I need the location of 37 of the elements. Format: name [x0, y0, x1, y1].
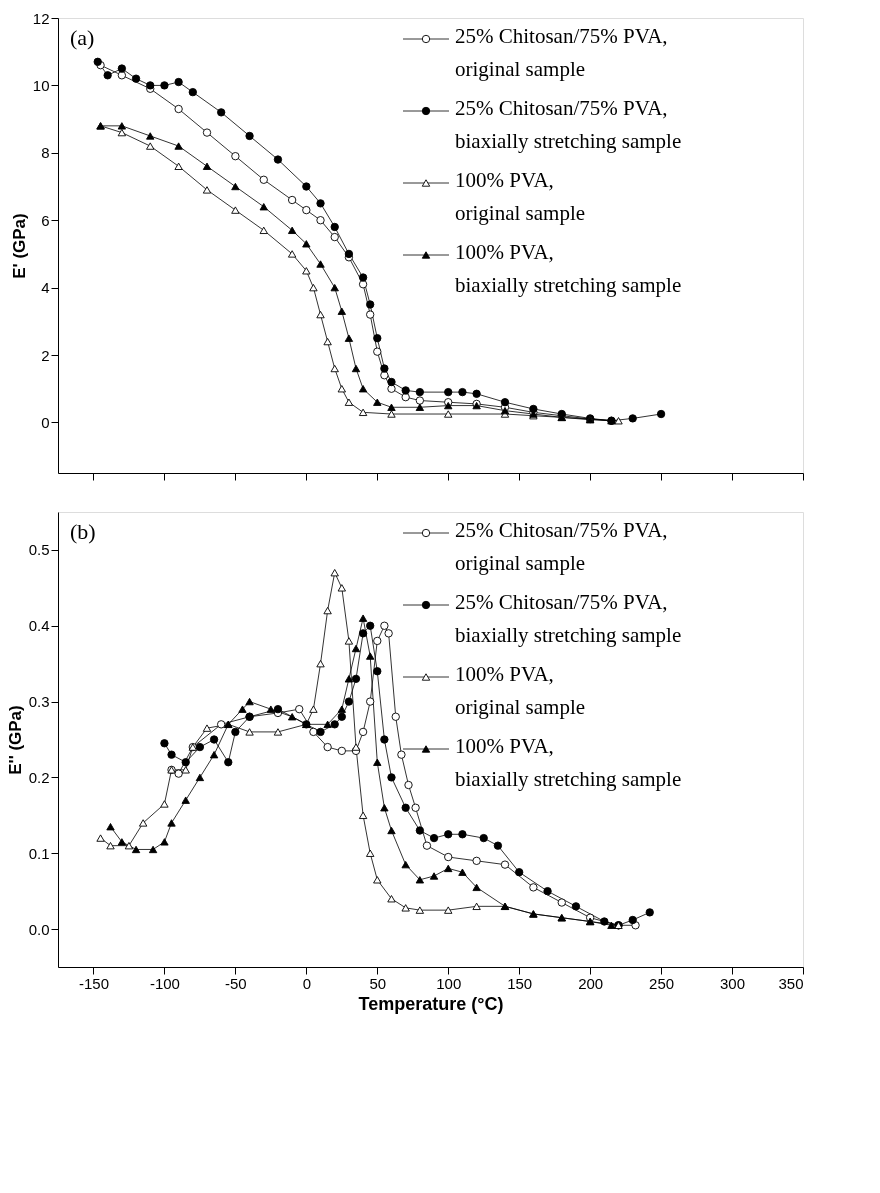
x-axis-title: Temperature (°C) [358, 993, 504, 1014]
y-tick-label: 12 [32, 9, 50, 27]
y-tick-label: 0.3 [28, 693, 50, 711]
y-tick-label: 0.2 [28, 768, 50, 786]
legend-label: 25% Chitosan/75% PVA, biaxially stretching sample [455, 96, 682, 153]
y-tick-label: 2 [41, 346, 50, 364]
legend-label: 100% PVA, original sample [455, 662, 586, 719]
legend-label: 100% PVA, original sample [455, 168, 586, 225]
x-tick-label: -100 [149, 974, 180, 992]
x-tick-label: -150 [78, 974, 109, 992]
y-tick-label: 8 [41, 144, 50, 162]
x-tick-label: 250 [649, 974, 675, 992]
x-tick-label: 150 [507, 974, 533, 992]
x-tick-label: 100 [436, 974, 462, 992]
x-tick-label: 350 [778, 974, 804, 992]
y-tick-label: 0.0 [28, 920, 50, 938]
legend-label: 25% Chitosan/75% PVA, original sample [455, 518, 668, 575]
y-tick-label: 0.5 [28, 541, 50, 559]
annotation: (b) [70, 519, 96, 544]
x-tick-label: 300 [720, 974, 746, 992]
legend-label: 25% Chitosan/75% PVA, original sample [455, 24, 668, 81]
y-axis-title: E' (GPa) [9, 213, 29, 279]
y-tick-label: 4 [41, 279, 50, 297]
y-axis-title: E'' (GPa) [5, 705, 25, 775]
y-tick-label: 10 [32, 76, 50, 94]
y-tick-label: 0 [41, 413, 50, 431]
x-tick-label: -50 [225, 974, 247, 992]
x-tick-label: 0 [302, 974, 312, 992]
x-tick-label: 50 [369, 974, 387, 992]
y-tick-label: 0.4 [28, 617, 50, 635]
y-tick-label: 6 [41, 211, 50, 229]
y-tick-label: 0.1 [28, 844, 50, 862]
annotation: (a) [70, 25, 95, 50]
legend-label: 100% PVA, biaxially stretching sample [455, 734, 682, 791]
x-tick-label: 200 [578, 974, 604, 992]
legend-label: 25% Chitosan/75% PVA, biaxially stretching sample [455, 590, 682, 647]
legend-label: 100% PVA, biaxially stretching sample [455, 240, 682, 297]
